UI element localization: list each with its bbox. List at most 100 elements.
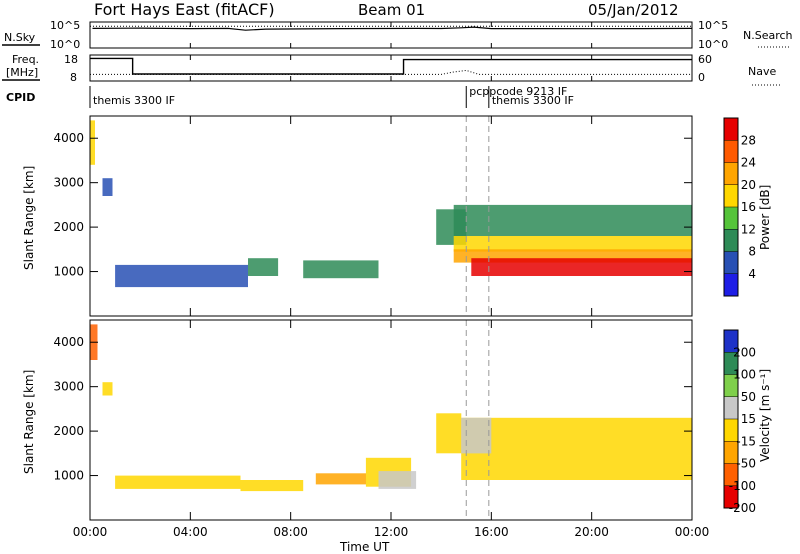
- colorbar-cell: [724, 273, 738, 297]
- nave-series-line: [90, 69, 692, 75]
- x-tick-label: 00:00: [73, 525, 108, 539]
- freq-label-bottom: [MHz]: [6, 66, 38, 79]
- freq-tick-bottom: 8: [70, 71, 77, 84]
- colorbar-cell: [724, 485, 738, 509]
- x-tick-label: 08:00: [273, 525, 308, 539]
- velocity-y-ticks: 1000 2000 3000 4000: [53, 335, 692, 483]
- x-tick-label: 20:00: [574, 525, 609, 539]
- heatmap-region: [248, 258, 279, 276]
- colorbar-cell: [724, 352, 738, 375]
- heatmap-region: [471, 258, 692, 276]
- colorbar-tick-label: 12: [741, 222, 756, 236]
- colorbar-tick-label: 24: [741, 156, 756, 170]
- x-tick-label: 00:00: [675, 525, 710, 539]
- freq-tick-top: 18: [64, 53, 78, 66]
- nsearch-label: N.Search: [743, 29, 793, 42]
- colorbar-tick-label: 16: [741, 200, 756, 214]
- power-panel: 1000 2000 3000 4000 Slant Range [km]: [22, 115, 693, 317]
- freq-series-line: [90, 57, 692, 75]
- colorbar-cell: [724, 463, 738, 486]
- colorbar-tick-label: 100: [733, 368, 756, 382]
- colorbar-cell: [724, 118, 738, 141]
- y-tick-label: 1000: [53, 265, 84, 279]
- nsky-tick-top: 10^5: [50, 19, 80, 32]
- y-tick-label: 2000: [53, 220, 84, 234]
- station-title: Fort Hays East (fitACF): [94, 0, 275, 19]
- colorbar-cell: [724, 251, 738, 274]
- heatmap-region: [315, 473, 366, 485]
- velocity-y-axis-label: Slant Range [km]: [22, 370, 36, 474]
- y-tick-label: 3000: [53, 176, 84, 190]
- colorbar-tick-label: -200: [729, 501, 756, 515]
- heatmap-region: [436, 413, 462, 454]
- cpid-entry: themis 3300 IF: [93, 94, 175, 107]
- nsky-label: N.Sky: [4, 31, 36, 44]
- date-label: 05/Jan/2012: [588, 1, 679, 19]
- nsearch-tick-top: 10^5: [698, 19, 728, 32]
- cpid-label: CPID: [6, 91, 35, 104]
- x-tick-label: 12:00: [374, 525, 409, 539]
- heatmap-region: [461, 417, 492, 454]
- nsky-panel: N.Sky 10^5 10^0 10^5 10^0 N.Search: [2, 19, 793, 51]
- nave-tick-bottom: 0: [698, 71, 705, 84]
- heatmap-region: [102, 178, 113, 196]
- colorbar-cell: [724, 374, 738, 397]
- heatmap-region: [115, 475, 241, 489]
- colorbar-cell: [724, 207, 738, 230]
- velocity-panel: 1000 2000 3000 4000 Slant Range [km]: [22, 319, 693, 521]
- colorbar-cell: [724, 396, 738, 420]
- heatmap-region: [90, 120, 95, 165]
- heatmap-region: [453, 204, 692, 236]
- beam-label: Beam 01: [358, 1, 425, 19]
- cpid-entry: pcppcode 9213 IF: [469, 85, 567, 98]
- nsky-series-line: [92, 26, 693, 31]
- x-axis: 00:00 04:00 08:00 12:00 16:00 20:00 00:00: [73, 22, 710, 539]
- velocity-heatmap: [90, 324, 692, 492]
- colorbar-tick-label: -100: [729, 479, 756, 493]
- heatmap-region: [115, 264, 248, 288]
- nave-tick-top: 60: [698, 53, 712, 66]
- x-tick-label: 16:00: [474, 525, 509, 539]
- colorbar-tick-label: 15: [741, 412, 756, 426]
- colorbar-cell: [724, 229, 738, 252]
- colorbar-cell: [724, 162, 738, 185]
- y-tick-label: 3000: [53, 380, 84, 394]
- colorbar-tick-label: 4: [748, 267, 756, 281]
- freq-label-top: Freq.: [12, 53, 39, 66]
- velocity-colorbar: 200 100 50 15 -15 -50 -100 -200: [723, 329, 756, 515]
- power-colorbar: 4 8 12 16 20 24 28: [723, 117, 756, 297]
- x-axis-label: Time UT: [339, 540, 390, 554]
- colorbar-cell: [724, 184, 738, 208]
- colorbar-tick-label: 200: [733, 345, 756, 359]
- colorbar-cell: [724, 419, 738, 442]
- y-tick-label: 1000: [53, 469, 84, 483]
- colorbar-tick-label: 28: [741, 133, 756, 147]
- power-y-ticks: 1000 2000 3000 4000: [53, 131, 692, 279]
- heatmap-region: [453, 236, 692, 252]
- power-y-axis-label: Slant Range [km]: [22, 166, 36, 270]
- freq-nave-panel: Freq. [MHz] 18 8 60 0 Nave: [2, 53, 782, 86]
- power-colorbar-label: Power [dB]: [758, 185, 772, 250]
- colorbar-cell: [724, 140, 738, 163]
- colorbar-tick-label: 8: [748, 245, 756, 259]
- colorbar-tick-label: 20: [741, 178, 756, 192]
- colorbar-tick-label: -50: [736, 457, 756, 471]
- colorbar-cell: [724, 330, 738, 353]
- y-tick-label: 4000: [53, 131, 84, 145]
- heatmap-region: [378, 471, 417, 489]
- y-tick-label: 2000: [53, 424, 84, 438]
- velocity-colorbar-label: Velocity [m s⁻¹]: [758, 369, 772, 462]
- nsky-tick-bottom: 10^0: [50, 38, 80, 51]
- heatmap-region: [461, 417, 692, 480]
- nsearch-tick-bottom: 10^0: [698, 38, 728, 51]
- x-tick-label: 04:00: [173, 525, 208, 539]
- colorbar-tick-label: 50: [741, 390, 756, 404]
- colorbar-cell: [724, 441, 738, 464]
- power-heatmap: [90, 120, 692, 288]
- heatmap-region: [240, 480, 304, 492]
- y-tick-label: 4000: [53, 335, 84, 349]
- nave-label: Nave: [748, 65, 776, 78]
- heatmap-region: [102, 382, 113, 396]
